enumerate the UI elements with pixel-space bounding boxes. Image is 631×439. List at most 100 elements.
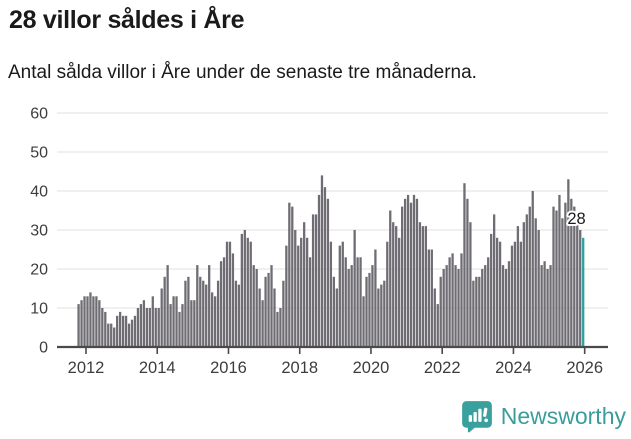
chart-bar [113, 327, 116, 347]
chart-bar [350, 265, 353, 347]
chart-bar [552, 206, 555, 347]
chart-bar [187, 276, 190, 347]
chart-bar [77, 304, 80, 347]
chart-bar [300, 237, 303, 347]
chart-bar [98, 300, 101, 347]
chart-bar [234, 280, 238, 347]
chart-bar [270, 265, 273, 347]
chart-bar [540, 265, 543, 347]
brand-name: Newsworthy [500, 402, 626, 429]
chart-bar [130, 319, 134, 347]
chart-bar [258, 288, 261, 347]
chart-bar [139, 304, 143, 347]
chart-bar [80, 300, 83, 347]
chart-bar [95, 296, 98, 347]
chart-bar [466, 198, 469, 347]
chart-bar [395, 226, 398, 347]
chart-bar [116, 315, 119, 347]
chart-bar [365, 276, 368, 347]
chart-bar [451, 253, 454, 347]
chart-bar [160, 288, 163, 347]
chart-bar [383, 280, 386, 347]
chart-bar [202, 280, 205, 347]
speech-bubble-shape [461, 401, 492, 433]
chart-bar [460, 253, 463, 347]
chart-bar [424, 226, 428, 347]
chart-bar [564, 202, 567, 347]
chart-bar [344, 257, 347, 347]
chart-bar [305, 237, 309, 347]
chart-bar [472, 280, 475, 347]
chart-bar [347, 269, 350, 347]
logo-exclamation-dot [484, 418, 488, 423]
chart-bar [501, 265, 505, 347]
x-axis-label: 2026 [566, 359, 603, 377]
chart-bar [403, 198, 407, 347]
chart-bar [546, 269, 549, 347]
chart-bar [579, 230, 582, 347]
chart-bar [308, 257, 312, 347]
chart-bar [481, 269, 484, 347]
chart-bar [255, 269, 258, 347]
chart-bar [211, 292, 214, 347]
logo-bar-medium [473, 411, 477, 422]
chart-bar [371, 265, 374, 347]
chart-bar [415, 198, 419, 347]
chart-bar [282, 280, 285, 347]
chart-bar [418, 222, 422, 347]
chart-bar [166, 265, 169, 347]
chart-bar [142, 300, 146, 347]
chart-bar [490, 233, 493, 347]
brand-footer: Newsworthy [460, 399, 626, 433]
chart-bar [240, 233, 243, 347]
chart-bar [409, 202, 413, 347]
chart-bar [421, 226, 425, 347]
chart-bar [231, 253, 235, 347]
chart-bar [513, 241, 517, 347]
chart-bar [151, 296, 154, 347]
x-axis-label: 2012 [68, 359, 105, 377]
chart-bar [104, 311, 107, 347]
chart-bar [175, 296, 178, 347]
chart-bar [525, 214, 528, 347]
chart-bar [487, 257, 490, 347]
chart-bar [492, 214, 496, 347]
chart-bar [249, 241, 252, 347]
x-axis-label: 2014 [139, 359, 176, 377]
chart-bar [163, 276, 166, 347]
chart-bar [359, 257, 362, 347]
chart-bar [531, 191, 534, 347]
x-axis-label: 2024 [495, 359, 532, 377]
chart-bar [510, 245, 514, 347]
chart-bar [225, 241, 229, 347]
chart-bar [213, 296, 217, 347]
chart-bar [92, 296, 95, 347]
chart-bar [276, 311, 279, 347]
chart-bar [335, 288, 338, 347]
x-axis-label: 2020 [353, 359, 390, 377]
chart-bar [338, 245, 341, 347]
chart-bar [549, 265, 552, 347]
chart-bar [199, 276, 202, 347]
y-axis-label: 50 [30, 145, 48, 162]
chart-bar [454, 265, 457, 347]
y-axis-label: 40 [30, 184, 48, 201]
chart-bar [368, 272, 371, 347]
chart-bar [267, 272, 270, 347]
chart-bar [320, 175, 324, 347]
chart-bar [573, 206, 576, 347]
chart-bar [311, 214, 315, 347]
chart-bar [478, 276, 481, 347]
chart-bar [442, 269, 445, 347]
chart-bar [172, 296, 175, 347]
chart-bar [400, 206, 404, 347]
chart-bar [89, 292, 92, 347]
chart-bar [332, 276, 336, 347]
chart-bar [362, 296, 365, 347]
chart-bar [475, 276, 478, 347]
chart-bar [237, 284, 241, 347]
chart-bar [427, 249, 430, 347]
chart-bar [190, 300, 193, 347]
chart-bar [326, 198, 330, 347]
